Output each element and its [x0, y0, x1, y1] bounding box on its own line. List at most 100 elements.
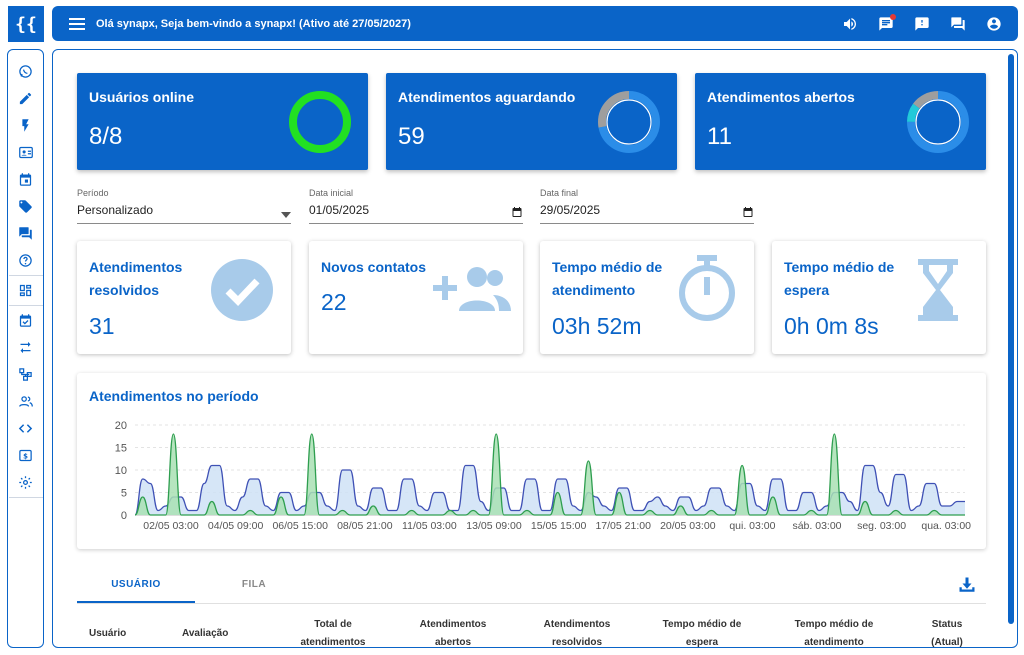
- contacts-icon[interactable]: [15, 142, 37, 164]
- chevron-down-icon[interactable]: [281, 212, 291, 218]
- download-icon[interactable]: [958, 576, 976, 594]
- table-header: Usuário Avaliação Total de atendimentos A…: [77, 603, 986, 648]
- period-select[interactable]: Período Personalizado: [77, 188, 291, 224]
- settings-icon[interactable]: [15, 472, 37, 494]
- greeting-text: Olá synapx, Seja bem-vindo a synapx! (At…: [96, 17, 411, 30]
- start-date-value: 01/05/2025: [309, 203, 370, 217]
- transfer-icon[interactable]: [15, 337, 37, 359]
- column-header[interactable]: Usuário: [89, 628, 127, 639]
- series-line-0[interactable]: [134, 464, 965, 516]
- period-label: Período: [77, 188, 109, 198]
- column-header[interactable]: Status (Atual): [931, 619, 963, 648]
- flow-icon[interactable]: [15, 364, 37, 386]
- kpi-value: 8/8: [89, 123, 123, 150]
- top-bar: Olá synapx, Seja bem-vindo a synapx! (At…: [52, 6, 1018, 41]
- kpi-label: Usuários online: [89, 89, 195, 105]
- y-tick-label: 5: [121, 488, 127, 500]
- group-add-icon: [433, 267, 511, 311]
- x-tick-label: 06/05 15:00: [272, 520, 328, 532]
- tag-icon[interactable]: [15, 196, 37, 218]
- ring-segment: [907, 91, 969, 153]
- edit-icon[interactable]: [15, 88, 37, 110]
- x-tick-label: 20/05 03:00: [660, 520, 716, 532]
- y-tick-label: 20: [115, 420, 127, 432]
- x-tick-label: qua. 03:00: [921, 520, 971, 532]
- x-tick-label: 11/05 03:00: [402, 520, 457, 532]
- column-header[interactable]: Total de atendimentos: [300, 619, 366, 648]
- chat-icon[interactable]: [15, 223, 37, 245]
- x-tick-label: 04/05 09:00: [208, 520, 264, 532]
- vertical-scrollbar[interactable]: [1008, 54, 1014, 624]
- x-tick-label: 08/05 21:00: [337, 520, 393, 532]
- x-tick-label: qui. 03:00: [729, 520, 775, 532]
- ring-inner-line: [915, 99, 961, 145]
- x-tick-label: seg. 03:00: [857, 520, 906, 532]
- dashboard-icon[interactable]: [15, 280, 37, 302]
- stat-value: 22: [321, 289, 347, 315]
- ring-segment: [598, 91, 660, 153]
- alert-icon[interactable]: [912, 14, 932, 34]
- svg-text:$: $: [23, 452, 28, 460]
- kpi-open: Atendimentos abertos 11: [695, 73, 986, 170]
- stat-label: resolvidos: [89, 282, 160, 298]
- app-logo[interactable]: {{: [8, 6, 44, 42]
- x-tick-label: sáb. 03:00: [792, 520, 841, 532]
- check-circle-icon: [211, 259, 273, 321]
- x-tick-label: 13/05 09:00: [466, 520, 522, 532]
- start-date-label: Data inicial: [309, 188, 354, 198]
- kpi-label: Atendimentos aguardando: [398, 89, 576, 105]
- sidebar-divider: [8, 497, 43, 498]
- menu-icon[interactable]: [66, 13, 88, 35]
- stat-label: espera: [784, 282, 830, 298]
- calendar-icon[interactable]: [15, 169, 37, 191]
- users-icon[interactable]: [15, 391, 37, 413]
- flash-icon[interactable]: [15, 115, 37, 137]
- dashboard-main: Usuários online 8/8 Atendimentos aguarda…: [52, 49, 1018, 648]
- tab-usuario[interactable]: USUÁRIO: [77, 570, 195, 603]
- notification-dot: [890, 13, 896, 20]
- ring-inner-line: [606, 99, 652, 145]
- stat-label: atendimento: [552, 282, 636, 298]
- column-header[interactable]: Atendimentos abertos: [419, 619, 487, 648]
- chart-title: Atendimentos no período: [89, 388, 259, 404]
- x-tick-label: 02/05 03:00: [143, 520, 199, 532]
- ring-chart: [907, 91, 969, 153]
- ring-segment: [289, 91, 351, 153]
- help-icon[interactable]: [15, 250, 37, 272]
- calendar-icon[interactable]: [742, 206, 754, 218]
- start-date-field[interactable]: Data inicial 01/05/2025: [309, 188, 523, 224]
- stat-value: 03h 52m: [552, 313, 642, 339]
- series-line-1[interactable]: [134, 433, 965, 516]
- stat-resolved: Atendimentos resolvidos 31: [77, 241, 291, 354]
- column-header[interactable]: Atendimentos resolvidos: [543, 619, 611, 648]
- volume-icon[interactable]: [840, 14, 860, 34]
- account-icon[interactable]: [984, 14, 1004, 34]
- forum-icon[interactable]: [948, 14, 968, 34]
- kpi-waiting: Atendimentos aguardando 59: [386, 73, 677, 170]
- column-header[interactable]: Avaliação: [182, 628, 229, 639]
- event-check-icon[interactable]: [15, 310, 37, 332]
- billing-icon[interactable]: $: [15, 445, 37, 467]
- x-tick-label: 15/05 15:00: [531, 520, 587, 532]
- calendar-icon[interactable]: [511, 206, 523, 218]
- sidebar-divider: [8, 275, 43, 276]
- column-header[interactable]: Tempo médio de atendimento: [794, 619, 874, 648]
- end-date-field[interactable]: Data final 29/05/2025: [540, 188, 754, 224]
- column-header[interactable]: Tempo médio de espera: [662, 619, 742, 648]
- end-date-label: Data final: [540, 188, 579, 198]
- y-tick-label: 10: [115, 465, 127, 477]
- chat-notification-icon[interactable]: [876, 13, 896, 34]
- stat-avg-service-time: Tempo médio de atendimento 03h 52m: [540, 241, 754, 354]
- sidebar-divider: [8, 305, 43, 306]
- end-date-value: 29/05/2025: [540, 203, 601, 217]
- kpi-value: 11: [707, 123, 732, 150]
- whatsapp-icon[interactable]: [15, 61, 37, 83]
- x-tick-label: 17/05 21:00: [595, 520, 651, 532]
- ring-chart: [289, 91, 351, 153]
- kpi-value: 59: [398, 123, 425, 150]
- series-area-0: [135, 465, 965, 515]
- tab-fila[interactable]: FILA: [241, 579, 267, 590]
- stat-value: 0h 0m 8s: [784, 313, 879, 339]
- kpi-label: Atendimentos abertos: [707, 89, 855, 105]
- code-icon[interactable]: [15, 418, 37, 440]
